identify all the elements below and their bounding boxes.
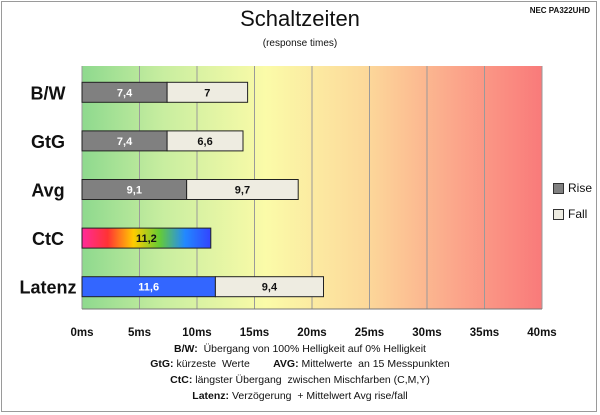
footer-line-gtg: GtG: kürzeste Werte AVG: Mittelwerte an … [0, 358, 600, 370]
category-labels: B/W GtG Avg CtC Latenz [19, 83, 76, 297]
legend-label-rise: Rise [568, 181, 593, 195]
bar-fall [186, 179, 299, 200]
monitor-model: NEC PA322UHD [529, 6, 590, 15]
x-tick-label: 30ms [412, 327, 441, 339]
x-tick-label: 0ms [70, 327, 93, 339]
footer-text-bw: Übergang von 100% Helligkeit auf 0% Hell… [197, 343, 426, 355]
bar-fall-label: 9,7 [235, 185, 250, 197]
category-label: Avg [31, 181, 64, 201]
bar-rise-label: 7,4 [117, 136, 133, 148]
bar-latenz-delay-label: 9,4 [262, 282, 278, 294]
bars [81, 81, 324, 298]
footer-text-latenz: Verzögerung + Mittelwert Avg rise/fall [229, 390, 408, 402]
x-tick-label: 20ms [297, 327, 326, 339]
bar-rise-label: 9,1 [127, 185, 142, 197]
bar-ctc [81, 227, 212, 249]
x-tick-label: 35ms [470, 327, 499, 339]
legend-label-fall: Fall [568, 207, 588, 221]
x-tick-label: 10ms [182, 327, 211, 339]
legend-swatch-fall [553, 209, 564, 221]
x-tick-labels: 0ms 5ms 10ms 15ms 20ms 25ms 30ms 35ms 40ms [70, 327, 556, 339]
chart-subtitle: (response times) [262, 38, 338, 49]
category-label: Latenz [19, 278, 76, 298]
footer-line-ctc: CtC: längster Übergang zwischen Mischfar… [0, 374, 600, 386]
legend-swatch-rise [553, 183, 564, 195]
bar-latenz-avg-label: 11,6 [138, 282, 159, 294]
x-tick-label: 25ms [355, 327, 384, 339]
x-tick-label: 5ms [128, 327, 151, 339]
bar-fall-label: 7 [204, 87, 210, 99]
legend-item-fall: Fall [553, 207, 587, 221]
footer-text-avg: Mittelwerte an 15 Messpunkten [298, 358, 450, 370]
footer-line-bw: B/W: Übergang von 100% Helligkeit auf 0%… [0, 343, 600, 355]
bar-latenz-delay [214, 276, 324, 298]
category-label: CtC [32, 229, 64, 249]
footer-key-latenz: Latenz: [192, 390, 230, 402]
chart-title: Schaltzeiten [240, 6, 360, 31]
footer-text-ctc: längster Übergang zwischen Mischfarben (… [192, 374, 430, 386]
category-label: B/W [31, 83, 66, 103]
footer-key-avg: AVG: [273, 358, 299, 370]
category-label: GtG [31, 132, 65, 152]
footer-key-ctc: CtC: [170, 374, 193, 386]
footer-key-bw: B/W: [174, 343, 198, 355]
bar-labels: 7,4 7 7,4 6,6 9,1 9,7 11,2 11,6 9,4 [117, 87, 278, 293]
footer-line-latenz: Latenz: Verzögerung + Mittelwert Avg ris… [0, 390, 600, 402]
grid-lines [81, 66, 543, 310]
x-tick-label: 15ms [240, 327, 269, 339]
bar-rise-label: 7,4 [117, 87, 133, 99]
footer-key-gtg: GtG: [150, 358, 174, 370]
bar-ctc-label: 11,2 [136, 233, 157, 245]
bar-fall-label: 6,6 [197, 136, 212, 148]
legend-item-rise: Rise [553, 181, 592, 195]
footer-text-gtg: kürzeste Werte [173, 358, 250, 370]
bar-fall [166, 81, 249, 103]
x-tick-label: 40ms [527, 327, 556, 339]
bar-fall [166, 130, 244, 152]
